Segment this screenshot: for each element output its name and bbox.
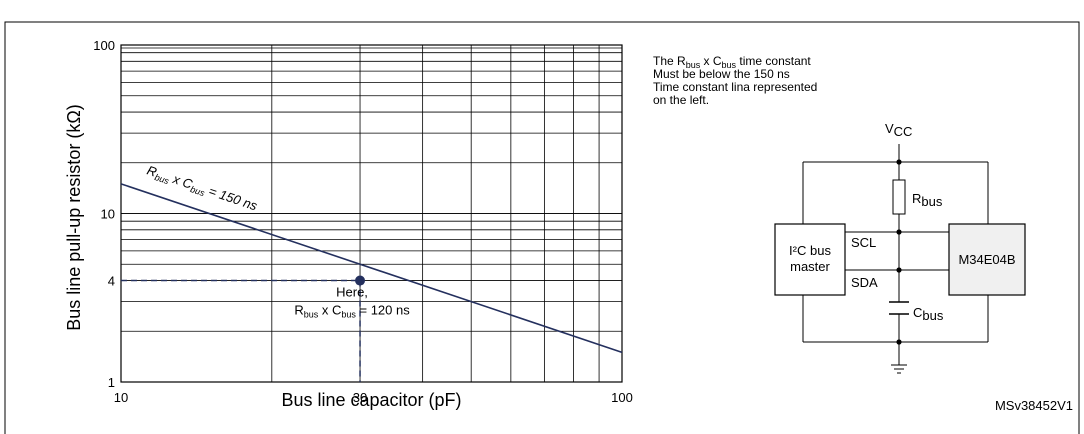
scl-label: SCL <box>851 235 876 250</box>
figure-code: MSv38452V1 <box>995 398 1073 413</box>
sda-label: SDA <box>851 275 878 290</box>
note-line-0-part-4: time constant <box>736 54 811 68</box>
x-tick-label: 100 <box>611 390 633 405</box>
vcc-label: VCC <box>885 121 912 139</box>
note-line-1-part-0: Must be below the 150 ns <box>653 67 790 81</box>
rbus-part-0: R <box>912 191 921 206</box>
y-axis-label: Bus line pull-up resistor (kΩ) <box>64 104 84 331</box>
annotation-line-1-part-3: bus <box>341 310 356 320</box>
series-label-part-0: R <box>145 162 159 179</box>
y-tick-label: 1 <box>108 375 115 390</box>
note-line-0-part-0: The R <box>653 54 686 68</box>
series-label-part-1: bus <box>153 172 170 186</box>
circuit-diagram: VCC Rbus Cbus I²C bus master M34E04B SCL… <box>774 121 1026 374</box>
note-line-0-part-2: x C <box>700 54 722 68</box>
annotation-line-0-part-0: Here, <box>336 285 368 300</box>
annotation-guides <box>121 279 361 382</box>
y-tick-label: 10 <box>101 207 115 222</box>
series-label-part-2: x C <box>168 170 195 192</box>
capacitor-symbol <box>889 301 909 315</box>
annotation-point <box>355 275 366 286</box>
annotation-line-1-part-4: = 120 ns <box>356 303 410 318</box>
cbus-label: Cbus <box>913 305 944 323</box>
y-tick-label: 100 <box>93 38 115 53</box>
note-line-0: The Rbus x Cbus time constant <box>653 54 811 70</box>
x-axis-label: Bus line capacitor (pF) <box>281 390 461 410</box>
annotation-line-0: Here, <box>336 285 368 300</box>
master-label-line1: I²C bus <box>789 243 831 258</box>
annotation-line-1: Rbus x Cbus = 120 ns <box>294 303 410 320</box>
note-line-2: Time constant lina represented <box>653 80 817 94</box>
master-label-line2: master <box>790 259 830 274</box>
panel-frame <box>4 21 1080 434</box>
annotation-line-1-part-2: x C <box>318 303 341 318</box>
circuit-nodes <box>896 159 902 345</box>
resistor-symbol <box>892 179 906 215</box>
vcc-part-1: CC <box>894 124 913 139</box>
tick-labels: 10 30 100 1 4 10 100 <box>93 38 633 405</box>
rbus-part-1: bus <box>921 194 942 209</box>
series-line <box>120 183 623 354</box>
slave-label: M34E04B <box>958 252 1015 267</box>
cbus-part-0: C <box>913 305 922 320</box>
cbus-part-1: bus <box>922 308 943 323</box>
time-constant-note: The Rbus x Cbus time constant Must be bel… <box>653 54 817 107</box>
x-tick-label: 10 <box>114 390 128 405</box>
note-line-2-part-0: Time constant lina represented <box>653 80 817 94</box>
note-line-0-part-3: bus <box>722 60 737 70</box>
series-label-part-3: bus <box>189 184 206 198</box>
rbus-label: Rbus <box>912 191 943 209</box>
annotation-line-1-part-1: bus <box>304 310 319 320</box>
note-line-3-part-0: on the left. <box>653 93 709 107</box>
vcc-part-0: V <box>885 121 894 136</box>
annotation-text: Here, Rbus x Cbus = 120 ns <box>294 285 410 320</box>
note-line-3: on the left. <box>653 93 709 107</box>
m34e04b-box <box>948 223 1026 296</box>
annotation-line-1-part-0: R <box>294 303 303 318</box>
plot-frame <box>120 44 623 383</box>
chart-grid <box>120 44 623 383</box>
i2c-master-box <box>774 223 846 296</box>
y-tick-label: 4 <box>108 274 115 289</box>
x-tick-label: 30 <box>353 390 367 405</box>
note-line-1: Must be below the 150 ns <box>653 67 790 81</box>
note-line-0-part-1: bus <box>686 60 701 70</box>
